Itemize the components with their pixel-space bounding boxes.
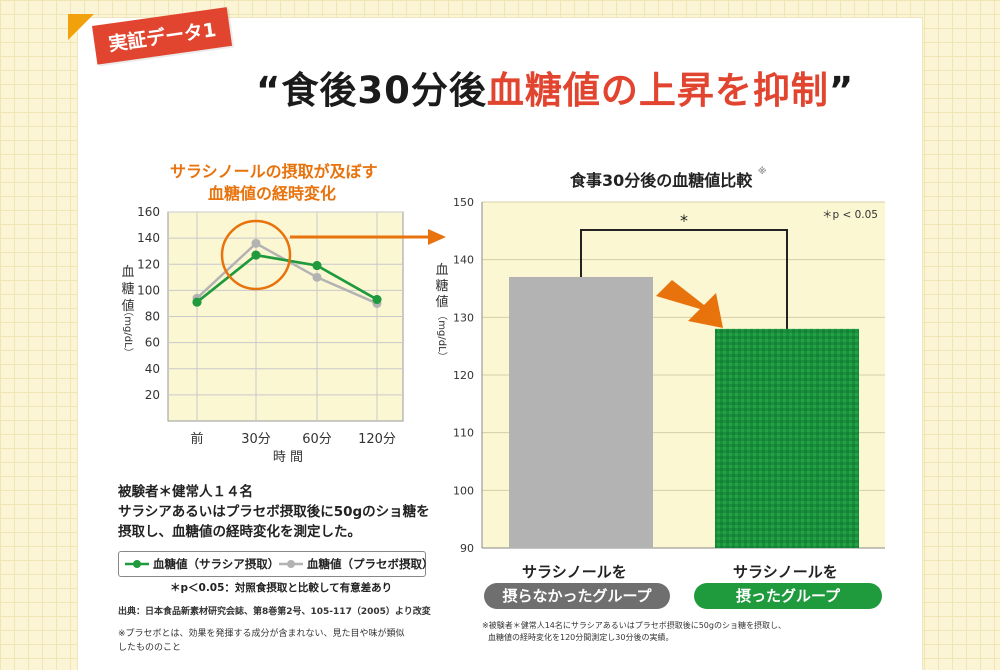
bar-note-1: ※被験者＊健常人14名にサラシアあるいはプラセボ摂取後に50gのショ糖を摂取し、 <box>482 621 786 630</box>
highlight-arrow-head <box>428 229 446 245</box>
legend-item-1: 血糖値（サラシア摂取） <box>153 557 280 571</box>
legend: 血糖値（サラシア摂取） 血糖値（プラセボ摂取） <box>118 551 434 577</box>
significance-bracket <box>580 229 788 329</box>
significance-note: ＊p＜0.05：対照食摂取と比較して有意差あり <box>170 582 393 594</box>
bar-cat-2-pill: 摂ったグループ <box>694 583 882 609</box>
line-y-axis-label-char: 血 <box>121 265 134 280</box>
bar-y-tick-label: 150 <box>453 196 474 209</box>
p-value-note: ＊p < 0.05 <box>822 209 878 221</box>
line-y-tick-label: 80 <box>145 310 160 324</box>
bar-y-tick-label: 110 <box>453 427 474 440</box>
bar-note-2: 血糖値の経時変化を120分間測定し30分後の実績。 <box>488 633 674 642</box>
line-x-tick-label: 60分 <box>302 432 332 447</box>
line-point-series-1-top <box>312 261 322 271</box>
headline: “食後30分後血糖値の上昇を抑制” <box>256 60 854 114</box>
line-y-tick-label: 100 <box>137 283 160 297</box>
line-y-tick-label: 60 <box>145 336 160 350</box>
down-arrow <box>656 280 723 328</box>
line-point-series-1-top <box>251 250 261 260</box>
legend-green-marker <box>125 560 149 568</box>
headline-close-quote: ” <box>828 69 855 112</box>
line-x-tick-label: 120分 <box>358 432 396 447</box>
headline-red: 血糖値の上昇を抑制 <box>486 69 829 112</box>
line-y-tick-label: 120 <box>137 257 160 271</box>
bar-chart-title-mark: ※ <box>757 167 767 177</box>
source-note: 出典：日本食品新素材研究会誌、第8巻第2号、105-117（2005）より改変 <box>118 607 431 617</box>
line-y-tick-label: 40 <box>145 362 160 376</box>
highlight-circle <box>220 219 292 291</box>
line-y-axis-unit: （mg/dL） <box>122 306 134 357</box>
line-point-series-1-top <box>192 297 202 307</box>
placebo-note-2: したもののこと <box>118 643 182 653</box>
bar-1 <box>509 276 653 548</box>
line-y-tick-label: 20 <box>145 388 160 402</box>
bar-y-axis-label-char: 糖 <box>435 278 448 294</box>
line-y-tick-label: 140 <box>137 231 160 245</box>
line-x-tick-label: 30分 <box>241 432 271 447</box>
headline-open-quote: “ <box>256 69 282 112</box>
bar-y-tick-label: 120 <box>453 369 474 382</box>
corner-triangle <box>68 14 94 40</box>
bar-cat-1-pill: 摂らなかったグループ <box>484 583 670 609</box>
bar-y-tick-label: 140 <box>453 254 474 267</box>
subject-line-1: 被験者＊健常人１４名 <box>118 484 253 500</box>
line-y-axis-label-char: 値 <box>121 298 134 314</box>
line-series-1-top <box>196 253 378 304</box>
line-point-series-2 <box>312 272 322 282</box>
line-point-series-2 <box>251 238 261 248</box>
line-point-series-1-top <box>372 295 382 305</box>
subject-line-2: サラシアあるいはプラセボ摂取後に50gのショ糖を <box>118 504 430 520</box>
significance-star: * <box>680 211 688 230</box>
bar-y-tick-label: 90 <box>460 542 474 555</box>
line-y-axis-label-char: 糖 <box>121 281 134 297</box>
legend-gray-marker <box>279 560 303 568</box>
bar-y-axis-label-char: 値 <box>435 294 448 310</box>
bar-chart-title: 食事30分後の血糖値比較 ※ <box>570 167 767 191</box>
bar-y-tick-label: 130 <box>453 311 474 324</box>
line-y-tick-label: 160 <box>137 205 160 219</box>
bar-cat-1-line1: サラシノールを <box>522 563 627 581</box>
bar-y-axis-label-char: 血 <box>435 263 448 278</box>
bar-chart-title-text: 食事30分後の血糖値比較 <box>570 171 753 190</box>
line-chart-title-1: サラシノールの摂取が及ぼす <box>170 162 378 181</box>
line-x-tick-label: 前 <box>190 431 203 447</box>
line-chart-title-2: 血糖値の経時変化 <box>208 184 337 203</box>
headline-black: 食後30分後 <box>281 69 487 112</box>
placebo-note-1: ※プラセボとは、効果を発揮する成分が含まれない、見た目や味が類似 <box>118 629 405 639</box>
bar-y-tick-label: 100 <box>453 484 474 497</box>
bar-2 <box>715 328 859 548</box>
bar-y-axis-unit: （mg/dL） <box>436 310 448 361</box>
legend-item-2: 血糖値（プラセボ摂取） <box>307 557 434 571</box>
subject-line-3: 摂取し、血糖値の経時変化を測定した。 <box>118 524 361 540</box>
line-x-axis-label: 時 間 <box>273 450 303 465</box>
bar-cat-2-line1: サラシノールを <box>733 563 838 581</box>
